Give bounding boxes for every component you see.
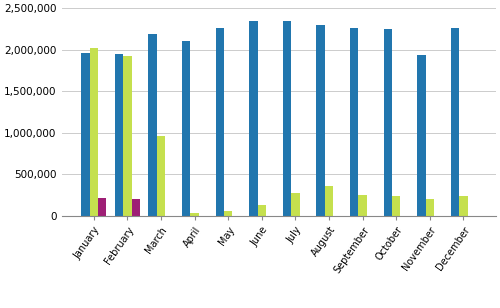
Bar — [258, 205, 266, 216]
Bar — [82, 53, 90, 216]
Bar — [451, 28, 460, 216]
Bar — [426, 199, 434, 216]
Bar — [224, 211, 232, 216]
Bar — [292, 193, 300, 216]
Bar — [182, 41, 190, 216]
Bar — [358, 195, 367, 216]
Bar — [418, 55, 426, 216]
Bar — [98, 198, 106, 216]
Bar — [157, 136, 166, 216]
Legend: 2019, 2020, 2021: 2019, 2020, 2021 — [203, 305, 354, 308]
Bar — [283, 22, 292, 216]
Bar — [460, 196, 468, 216]
Bar — [384, 29, 392, 216]
Bar — [216, 28, 224, 216]
Bar — [90, 48, 98, 216]
Bar — [250, 21, 258, 216]
Bar — [148, 34, 157, 216]
Bar — [350, 28, 358, 216]
Bar — [325, 186, 334, 216]
Bar — [316, 25, 325, 216]
Bar — [392, 196, 400, 216]
Bar — [132, 199, 140, 216]
Bar — [115, 54, 124, 216]
Bar — [190, 213, 199, 216]
Bar — [124, 56, 132, 216]
